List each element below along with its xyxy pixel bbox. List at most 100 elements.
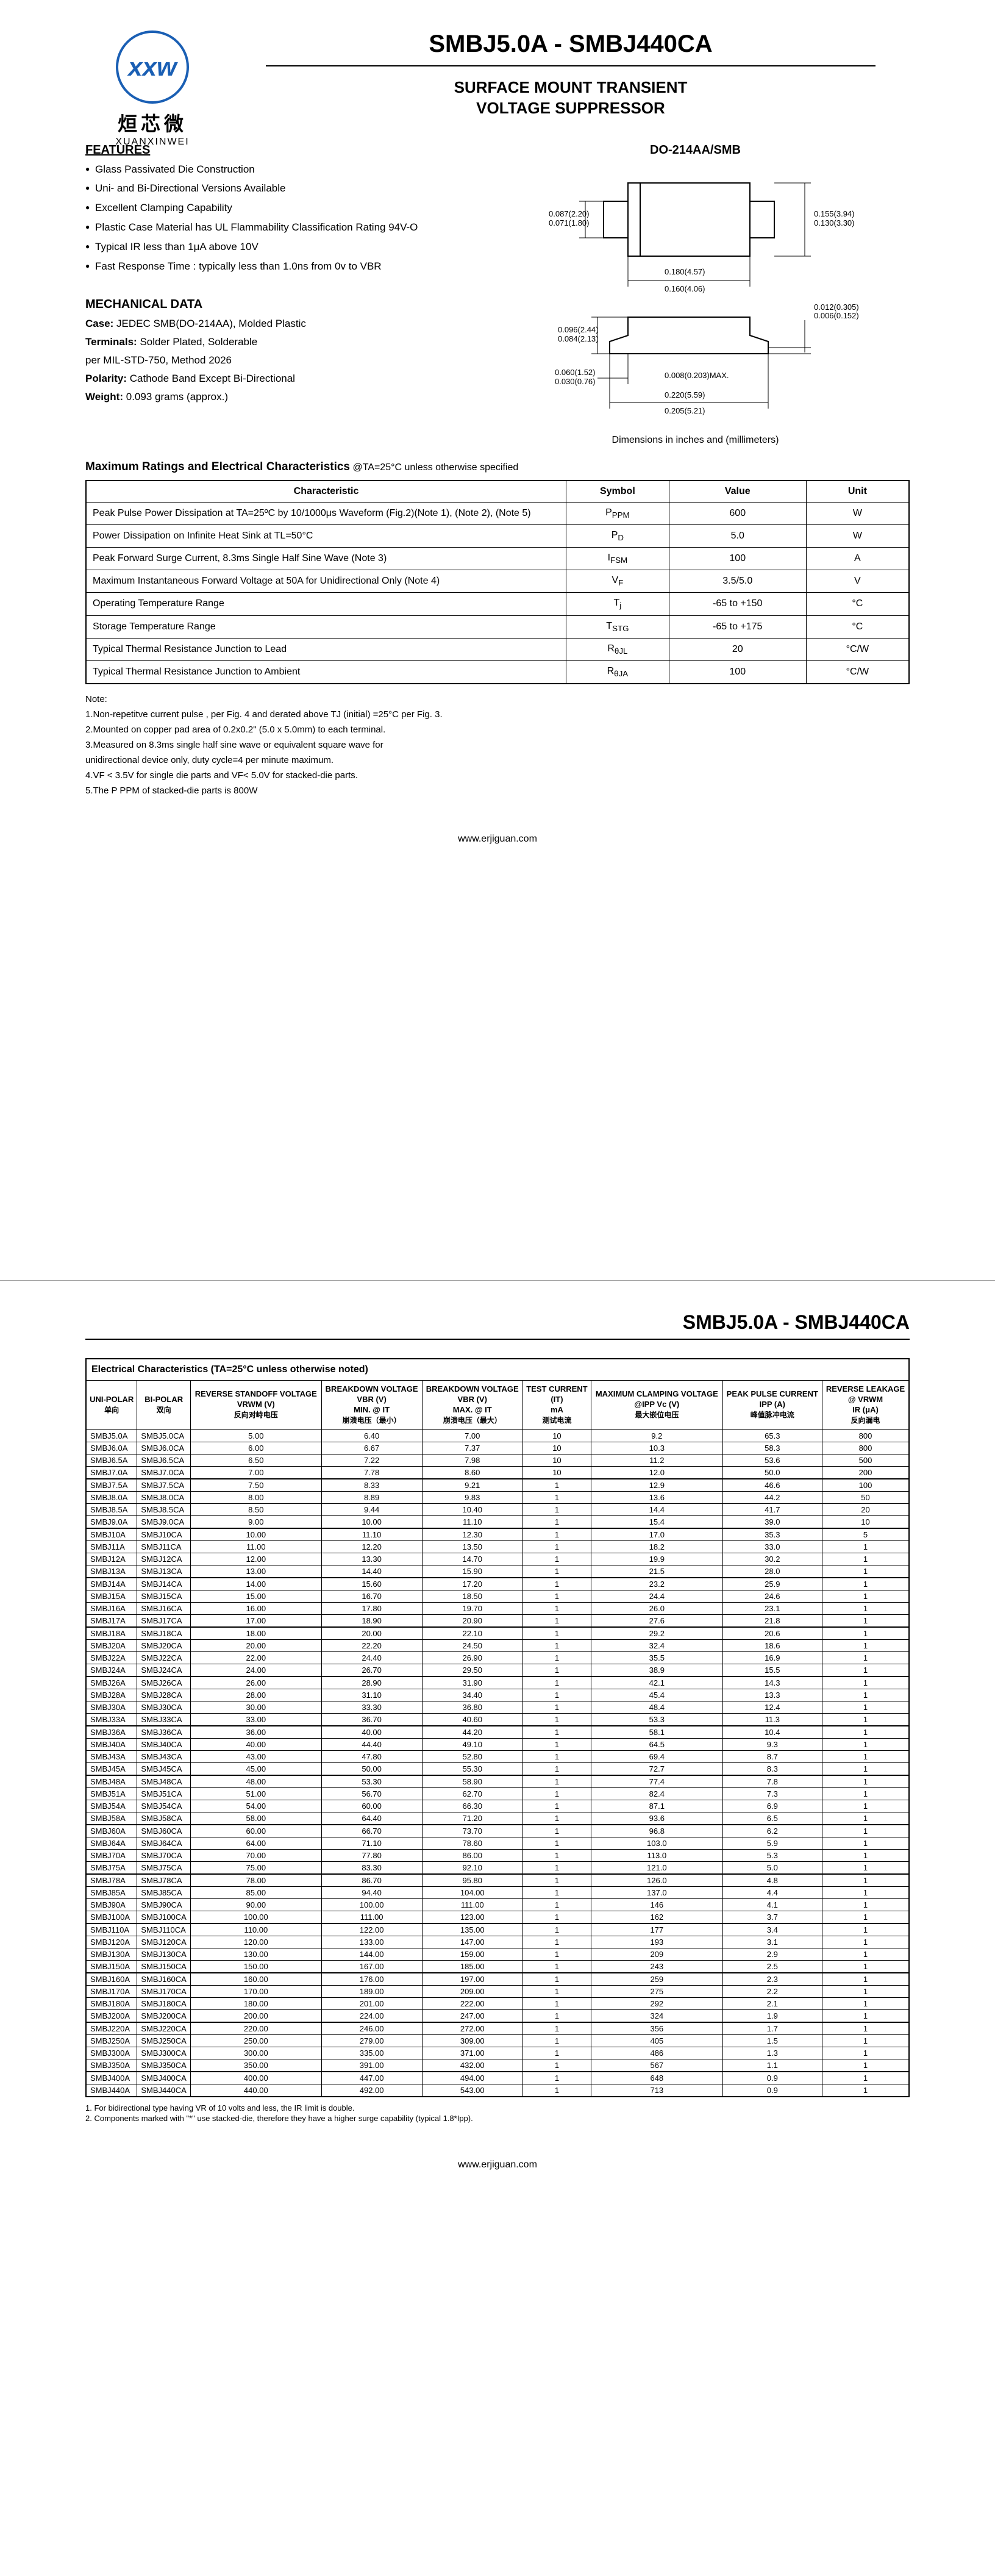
note-item: 5.The P PPM of stacked-die parts is 800W (85, 784, 910, 797)
ec-row: SMBJ30ASMBJ30CA30.0033.3036.80148.412.41 (86, 1701, 909, 1713)
svg-text:0.160(4.06): 0.160(4.06) (665, 284, 705, 293)
ec-row: SMBJ9.0ASMBJ9.0CA9.0010.0011.10115.439.0… (86, 1515, 909, 1528)
svg-text:0.205(5.21): 0.205(5.21) (665, 406, 705, 415)
ec-row: SMBJ18ASMBJ18CA18.0020.0022.10129.220.61 (86, 1627, 909, 1640)
notes: Note: 1.Non-repetitve current pulse , pe… (85, 693, 910, 797)
ec-row: SMBJ10ASMBJ10CA10.0011.1012.30117.035.35 (86, 1528, 909, 1541)
svg-text:0.220(5.59): 0.220(5.59) (665, 390, 705, 399)
ec-row: SMBJ24ASMBJ24CA24.0026.7029.50138.915.51 (86, 1664, 909, 1676)
ec-row: SMBJ7.5ASMBJ7.5CA7.508.339.21112.946.610… (86, 1479, 909, 1492)
note-item: 1.Non-repetitve current pulse , per Fig.… (85, 708, 910, 721)
note-item: 2.Mounted on copper pad area of 0.2x0.2"… (85, 723, 910, 736)
ec-row: SMBJ64ASMBJ64CA64.0071.1078.601103.05.91 (86, 1837, 909, 1849)
svg-text:0.084(2.13): 0.084(2.13) (558, 334, 599, 343)
ec-row: SMBJ22ASMBJ22CA22.0024.4026.90135.516.91 (86, 1651, 909, 1664)
ec-row: SMBJ8.0ASMBJ8.0CA8.008.899.83113.644.250 (86, 1491, 909, 1503)
logo-brand-cn: 烜芯微 (85, 109, 219, 137)
ratings-row: Power Dissipation on Infinite Heat Sink … (86, 524, 909, 547)
ec-row: SMBJ58ASMBJ58CA58.0064.4071.20193.66.51 (86, 1812, 909, 1825)
page2-title: SMBJ5.0A - SMBJ440CA (85, 1311, 910, 1334)
ec-row: SMBJ33ASMBJ33CA33.0036.7040.60153.311.31 (86, 1713, 909, 1726)
ec-row: SMBJ36ASMBJ36CA36.0040.0044.20158.110.41 (86, 1726, 909, 1739)
svg-text:0.071(1.80): 0.071(1.80) (549, 218, 590, 227)
logo-icon: xxw (116, 30, 189, 104)
package-label: DO-214AA/SMB (481, 143, 910, 157)
svg-text:0.155(3.94): 0.155(3.94) (814, 209, 855, 218)
ec-row: SMBJ26ASMBJ26CA26.0028.9031.90142.114.31 (86, 1676, 909, 1689)
note-item: 3.Measured on 8.3ms single half sine wav… (85, 739, 910, 751)
ratings-row: Storage Temperature RangeTSTG-65 to +175… (86, 615, 909, 638)
ec-row: SMBJ75ASMBJ75CA75.0083.3092.101121.05.01 (86, 1861, 909, 1874)
mech-line: Terminals: Solder Plated, Solderable (85, 335, 481, 349)
ec-row: SMBJ170ASMBJ170CA170.00189.00209.0012752… (86, 1985, 909, 1997)
dimensions-caption: Dimensions in inches and (millimeters) (481, 435, 910, 446)
ec-row: SMBJ120ASMBJ120CA120.00133.00147.0011933… (86, 1936, 909, 1948)
svg-text:0.130(3.30): 0.130(3.30) (814, 218, 855, 227)
ec-row: SMBJ14ASMBJ14CA14.0015.6017.20123.225.91 (86, 1578, 909, 1590)
ec-row: SMBJ440ASMBJ440CA440.00492.00543.0017130… (86, 2084, 909, 2097)
ec-row: SMBJ28ASMBJ28CA28.0031.1034.40145.413.31 (86, 1689, 909, 1701)
ec-row: SMBJ11ASMBJ11CA11.0012.2013.50118.233.01 (86, 1540, 909, 1553)
mechanical-data: MECHANICAL DATA Case: JEDEC SMB(DO-214AA… (85, 298, 481, 404)
feature-item: Typical IR less than 1μA above 10V (85, 240, 481, 254)
package-diagram-svg: 0.087(2.20) 0.071(1.80) 0.155(3.94) 0.13… (524, 165, 866, 421)
feature-item: Uni- and Bi-Directional Versions Availab… (85, 181, 481, 196)
svg-text:0.008(0.203)MAX.: 0.008(0.203)MAX. (665, 371, 729, 380)
ec-title: Electrical Characteristics (TA=25°C unle… (86, 1359, 909, 1381)
ec-col-ir: REVERSE LEAKAGE@ VRWMIR (μA)反向漏电 (822, 1381, 910, 1430)
top-section: FEATURES Glass Passivated Die Constructi… (85, 143, 910, 446)
doc-title: SMBJ5.0A - SMBJ440CA (232, 30, 910, 58)
ec-note: 1. For bidirectional type having VR of 1… (85, 2103, 910, 2113)
mech-line: per MIL-STD-750, Method 2026 (85, 353, 481, 368)
ec-row: SMBJ20ASMBJ20CA20.0022.2024.50132.418.61 (86, 1639, 909, 1651)
header: SMBJ5.0A - SMBJ440CA SURFACE MOUNT TRANS… (232, 30, 910, 119)
ratings-header: Characteristic (86, 481, 566, 503)
ec-row: SMBJ100ASMBJ100CA100.00111.00123.0011623… (86, 1911, 909, 1923)
ec-row: SMBJ180ASMBJ180CA180.00201.00222.0012922… (86, 1997, 909, 2009)
ec-row: SMBJ130ASMBJ130CA130.00144.00159.0012092… (86, 1948, 909, 1960)
ratings-header: Symbol (566, 481, 669, 503)
logo-area: xxw 烜芯微 XUANXINWEI (85, 30, 219, 148)
svg-text:0.030(0.76): 0.030(0.76) (555, 377, 596, 386)
svg-text:0.060(1.52): 0.060(1.52) (555, 368, 596, 377)
doc-subtitle-2: VOLTAGE SUPPRESSOR (232, 98, 910, 119)
ec-row: SMBJ5.0ASMBJ5.0CA5.006.407.00109.265.380… (86, 1429, 909, 1442)
footer-url: www.erjiguan.com (85, 834, 910, 845)
ec-row: SMBJ60ASMBJ60CA60.0066.7073.70196.86.21 (86, 1825, 909, 1837)
ec-row: SMBJ8.5ASMBJ8.5CA8.509.4410.40114.441.72… (86, 1503, 909, 1515)
package-drawing: DO-214AA/SMB 0.087(2.20) 0.071(1.80) 0.1… (481, 143, 910, 446)
ec-col-it: TEST CURRENT(IT)mA测试电流 (522, 1381, 591, 1430)
ec-row: SMBJ54ASMBJ54CA54.0060.0066.30187.16.91 (86, 1800, 909, 1812)
feature-item: Fast Response Time : typically less than… (85, 259, 481, 274)
ec-row: SMBJ7.0ASMBJ7.0CA7.007.788.601012.050.02… (86, 1466, 909, 1479)
ec-col-vbrmax: BREAKDOWN VOLTAGEVBR (V)MAX. @ IT崩溃电压（最大… (422, 1381, 522, 1430)
ratings-row: Peak Pulse Power Dissipation at TA=25ºC … (86, 502, 909, 524)
ec-row: SMBJ45ASMBJ45CA45.0050.0055.30172.78.31 (86, 1762, 909, 1775)
ratings-header: Unit (806, 481, 909, 503)
ec-notes: 1. For bidirectional type having VR of 1… (85, 2103, 910, 2123)
ec-col-ipp: PEAK PULSE CURRENTIPP (A)峰值脉冲电流 (722, 1381, 822, 1430)
mech-line: Case: JEDEC SMB(DO-214AA), Molded Plasti… (85, 317, 481, 331)
ec-row: SMBJ250ASMBJ250CA250.00279.00309.0014051… (86, 2034, 909, 2047)
svg-text:0.006(0.152): 0.006(0.152) (814, 311, 859, 320)
ec-row: SMBJ400ASMBJ400CA400.00447.00494.0016480… (86, 2072, 909, 2084)
ec-row: SMBJ40ASMBJ40CA40.0044.4049.10164.59.31 (86, 1738, 909, 1750)
ratings-row: Operating Temperature RangeTj-65 to +150… (86, 593, 909, 615)
electrical-characteristics-table: Electrical Characteristics (TA=25°C unle… (85, 1358, 910, 2097)
ec-row: SMBJ15ASMBJ15CA15.0016.7018.50124.424.61 (86, 1590, 909, 1602)
note-item: unidirectional device only, duty cycle=4… (85, 754, 910, 767)
ec-row: SMBJ13ASMBJ13CA13.0014.4015.90121.528.01 (86, 1565, 909, 1578)
ec-col-bi: BI-POLAR双向 (137, 1381, 191, 1430)
ec-row: SMBJ150ASMBJ150CA150.00167.00185.0012432… (86, 1960, 909, 1973)
ec-row: SMBJ6.0ASMBJ6.0CA6.006.677.371010.358.38… (86, 1442, 909, 1454)
ec-row: SMBJ6.5ASMBJ6.5CA6.507.227.981011.253.65… (86, 1454, 909, 1466)
mech-line: Polarity: Cathode Band Except Bi-Directi… (85, 371, 481, 386)
ec-row: SMBJ85ASMBJ85CA85.0094.40104.001137.04.4… (86, 1886, 909, 1898)
footer-url-2: www.erjiguan.com (85, 2159, 910, 2170)
mech-title: MECHANICAL DATA (85, 298, 481, 312)
mech-line: Weight: 0.093 grams (approx.) (85, 390, 481, 404)
ec-col-vc: MAXIMUM CLAMPING VOLTAGE@IPP Vc (V)最大嵌位电… (591, 1381, 723, 1430)
ratings-row: Typical Thermal Resistance Junction to A… (86, 660, 909, 684)
svg-text:0.096(2.44): 0.096(2.44) (558, 325, 599, 334)
feature-item: Plastic Case Material has UL Flammabilit… (85, 220, 481, 235)
